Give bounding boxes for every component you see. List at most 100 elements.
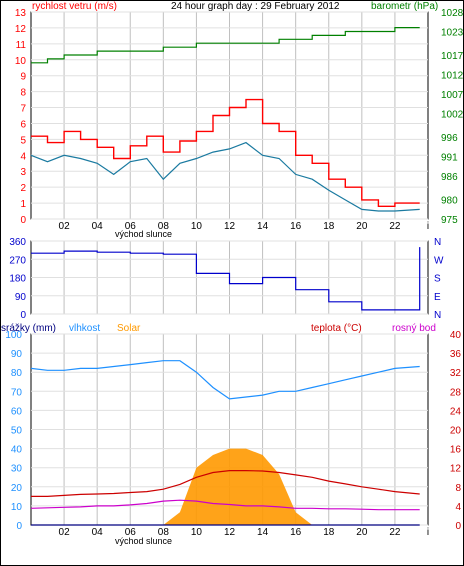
humidity-y-tick-label: 50: [11, 426, 23, 437]
temp-y-tick-label: 16: [450, 445, 462, 456]
direction-y-ticks: 0 90 180 270 360: [9, 237, 26, 321]
x-tick-label: 20: [356, 221, 368, 232]
direction-y-tick-label: 270: [9, 255, 26, 266]
climate-y-ticks: 0 10 20 30 40 50 60 70 80 90 100: [5, 330, 22, 532]
temp-y-tick-label: 24: [450, 406, 462, 417]
temp-label: teplota (°C): [311, 323, 362, 334]
direction-y-tick-label: 90: [15, 292, 27, 303]
solar-area: [31, 448, 420, 525]
x-tick-label: 04: [92, 221, 104, 232]
wind-series-line: [31, 98, 420, 207]
baro-y-tick-label: 1023: [441, 28, 464, 39]
humidity-y-tick-label: 20: [11, 483, 23, 494]
x-tick-label: 04: [92, 527, 104, 538]
baro-y-ticks: 975 980 986 991 996 1002 1007 1012 1017 1023 1028: [441, 8, 464, 226]
humidity-series-line: [30, 360, 420, 400]
wind-y-tick-label: 3: [20, 167, 26, 178]
temp-series-line: [31, 470, 420, 497]
humidity-y-tick-label: 80: [11, 368, 23, 379]
x-tick-label: 06: [125, 221, 137, 232]
x-tick-label: 22: [389, 527, 401, 538]
x-tick-label: 12: [224, 221, 236, 232]
baro-y-tick-label: 996: [441, 133, 458, 144]
x-tick-label: 16: [290, 527, 302, 538]
humidity-y-tick-label: 40: [11, 445, 23, 456]
x-tick-label: 12: [224, 527, 236, 538]
wind-y-tick-label: 5: [20, 135, 26, 146]
x-tick-label: 22: [389, 221, 401, 232]
humidity-y-tick-label: 0: [16, 521, 22, 532]
x-tick-label: 18: [323, 221, 335, 232]
wind-y-tick-label: 0: [20, 215, 26, 226]
x-tick-label: 10: [191, 527, 203, 538]
compass-tick-label: W: [434, 255, 444, 266]
wind-y-tick-label: 11: [16, 40, 27, 51]
wind-y-tick-label: 10: [15, 56, 27, 67]
wind-y-tick-label: 13: [15, 8, 27, 19]
x-tick-label: 06: [125, 527, 137, 538]
humidity-y-tick-label: 10: [11, 502, 23, 513]
sunrise-label-bottom: východ slunce: [115, 536, 172, 546]
compass-tick-label: N: [434, 310, 441, 321]
x-tick-label: 18: [323, 527, 335, 538]
precip-label: srážky (mm): [1, 323, 56, 334]
temp-y-tick-label: 36: [450, 349, 462, 360]
humidity-y-tick-label: 30: [11, 464, 23, 475]
direction-y-tick-label: 0: [20, 310, 26, 321]
x-tick-label: 14: [257, 221, 269, 232]
wind-y-tick-label: 6: [20, 119, 26, 130]
direction-y-tick-label: 360: [9, 237, 26, 248]
baro-y-tick-label: 1017: [441, 51, 464, 62]
wind-grid: [31, 11, 428, 220]
temp-y-tick-label: 8: [455, 483, 461, 494]
direction-y-tick-label: 180: [9, 274, 26, 285]
wind-average-line: [30, 141, 420, 212]
temp-y-tick-label: 12: [450, 464, 462, 475]
humidity-y-tick-label: 90: [11, 349, 23, 360]
climate-marks: [30, 360, 420, 526]
x-tick-label: 02: [59, 527, 71, 538]
baro-y-tick-label: 1002: [441, 110, 464, 121]
temp-y-tick-label: 4: [455, 502, 461, 513]
x-tick-label: 10: [191, 221, 203, 232]
baro-series-line: [31, 27, 420, 64]
baro-y-tick-label: 1028: [441, 8, 464, 19]
baro-y-tick-label: 986: [441, 172, 458, 183]
chart-title: 24 hour graph day : 29 February 2012: [171, 1, 340, 12]
wind-y-tick-label: 1: [20, 199, 26, 210]
wind-y-tick-label: 8: [20, 88, 26, 99]
x-tick-label: 08: [158, 527, 170, 538]
temp-y-ticks: 0 4 8 12 16 20 24 28 32 36 40: [450, 330, 462, 532]
solar-label: Solar: [117, 323, 141, 334]
dew-series-line: [30, 499, 420, 511]
direction-series-line: [31, 247, 421, 311]
humidity-y-tick-label: 100: [5, 330, 22, 341]
baro-y-tick-label: 975: [441, 215, 458, 226]
baro-y-tick-label: 1007: [441, 90, 464, 101]
x-tick-label: 02: [59, 221, 71, 232]
humidity-label: vlhkost: [69, 323, 100, 334]
dew-label: rosný bod: [392, 323, 436, 334]
barometer-label: barometr (hPa): [371, 1, 438, 12]
compass-tick-label: S: [434, 274, 441, 285]
x-tick-label: 14: [257, 527, 269, 538]
temp-y-tick-label: 20: [450, 426, 462, 437]
wind-y-tick-label: 9: [20, 72, 26, 83]
humidity-y-tick-label: 70: [11, 387, 23, 398]
baro-y-tick-label: 1012: [441, 70, 464, 81]
wind-label: rychlost vetru (m/s): [32, 1, 117, 12]
wind-y-tick-label: 4: [20, 151, 26, 162]
baro-y-tick-label: 980: [441, 195, 458, 206]
wind-y-tick-label: 7: [20, 104, 26, 115]
wind-marks: [30, 27, 420, 212]
wind-x-ticks: 02 04 06 08 10 12 14 16 18 20 22 i: [59, 221, 430, 232]
temp-y-tick-label: 32: [450, 368, 462, 379]
x-tick-label: 08: [158, 221, 170, 232]
climate-x-ticks: 02 04 06 08 10 12 14 16 18 20 22 i: [59, 527, 430, 538]
x-tick-label: 16: [290, 221, 302, 232]
x-tick-label: i: [427, 221, 429, 232]
